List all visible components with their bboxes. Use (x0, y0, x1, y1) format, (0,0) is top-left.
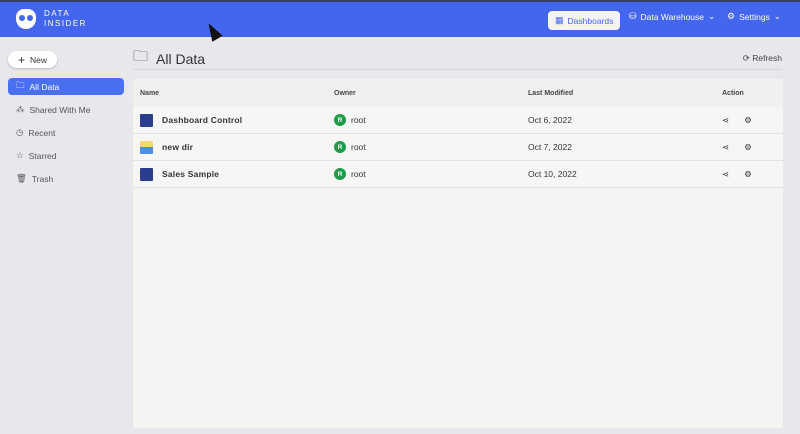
settings-label: Settings (739, 11, 770, 22)
star-icon: ☆ (16, 150, 24, 160)
item-name[interactable]: Sales Sample (162, 169, 220, 179)
gear-icon: ⚙ (727, 11, 736, 21)
sidebar-label: Trash (31, 173, 54, 184)
trash-icon: 🗑 (16, 173, 27, 183)
folder-icon: 🗀 (16, 79, 25, 90)
logo-text-1: DATA (44, 9, 71, 18)
column-last-modified[interactable]: Last Modified (528, 89, 574, 97)
folder-icon: 🗀 (133, 48, 149, 65)
avatar: R (334, 114, 346, 126)
owner-name: root (351, 169, 366, 179)
chevron-down-icon: ⌄ (708, 11, 716, 21)
database-icon: ⛁ (629, 11, 637, 21)
gear-icon[interactable]: ⚙ (744, 114, 752, 125)
page-title: All Data (156, 50, 206, 67)
last-modified: Oct 6, 2022 (528, 115, 572, 125)
refresh-label: Refresh (752, 53, 782, 63)
last-modified: Oct 10, 2022 (528, 169, 577, 179)
new-button[interactable]: + New (8, 51, 57, 68)
owner-name: root (351, 115, 366, 125)
dashboard-icon (140, 167, 153, 181)
logo[interactable]: DATA INSIDER (16, 9, 87, 29)
plus-icon: + (17, 52, 25, 67)
column-action: Action (722, 89, 744, 97)
share-icon[interactable]: ⋖ (722, 141, 730, 152)
item-name[interactable]: Dashboard Control (162, 115, 243, 125)
table-header: Name Owner Last Modified Action (133, 79, 783, 107)
dashboard-icon: ▦ (555, 15, 564, 25)
share-icon[interactable]: ⋖ (722, 114, 730, 125)
page-header: 🗀 All Data ⟳ Refresh (133, 48, 782, 70)
column-name[interactable]: Name (140, 89, 160, 97)
sidebar-item-recent[interactable]: ◷ Recent (8, 124, 124, 141)
sidebar-label: Starred (28, 150, 57, 161)
last-modified: Oct 7, 2022 (528, 142, 572, 152)
sidebar-item-all-data[interactable]: 🗀 All Data (8, 78, 124, 95)
data-table: Name Owner Last Modified Action Dashboar… (133, 79, 783, 428)
gear-icon[interactable]: ⚙ (744, 141, 752, 152)
new-label: New (30, 54, 48, 65)
chevron-down-icon: ⌄ (773, 11, 781, 21)
avatar: R (334, 168, 346, 180)
share-icon[interactable]: ⋖ (722, 168, 730, 179)
top-bar: DATA INSIDER ▦ Dashboards ⛁ Data Warehouse ⌄… (0, 0, 800, 37)
sidebar-item-starred[interactable]: ☆ Starred (8, 147, 124, 164)
avatar: R (334, 141, 346, 153)
dashboard-icon (140, 113, 153, 127)
sidebar-item-trash[interactable]: 🗑 Trash (8, 170, 124, 187)
column-owner[interactable]: Owner (334, 89, 356, 97)
dashboards-label: Dashboards (567, 15, 614, 26)
gear-icon[interactable]: ⚙ (744, 168, 752, 179)
refresh-icon: ⟳ (742, 53, 750, 63)
sidebar-label: All Data (29, 81, 60, 92)
clock-icon: ◷ (16, 127, 24, 137)
owl-logo-icon (16, 9, 36, 29)
item-name[interactable]: new dir (162, 142, 194, 152)
warehouse-label: Data Warehouse (640, 11, 705, 22)
settings-menu[interactable]: ⚙ Settings ⌄ (727, 11, 781, 22)
share-nodes-icon: ⁂ (16, 104, 25, 114)
folder-icon (140, 140, 153, 154)
sidebar-item-shared[interactable]: ⁂ Shared With Me (8, 101, 124, 118)
logo-text-2: INSIDER (44, 19, 87, 28)
sidebar-label: Recent (28, 127, 56, 138)
owner-name: root (351, 142, 366, 152)
data-warehouse-menu[interactable]: ⛁ Data Warehouse ⌄ (629, 11, 715, 22)
dashboards-button[interactable]: ▦ Dashboards (548, 11, 621, 30)
refresh-button[interactable]: ⟳ Refresh (743, 53, 782, 64)
sidebar-label: Shared With Me (29, 104, 91, 115)
